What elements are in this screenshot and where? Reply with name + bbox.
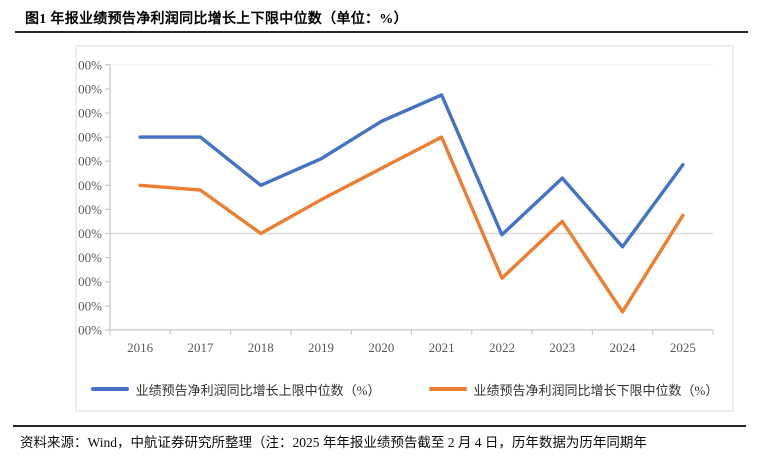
y-tick-label: 60.00% — [77, 81, 102, 96]
legend-item-lower: 业绩预告净利润同比增长下限中位数（%） — [428, 380, 719, 399]
legend-marker-lower — [428, 387, 467, 391]
y-tick-label: -40.00% — [77, 322, 102, 337]
x-tick-label: 2021 — [429, 340, 455, 355]
x-tick-label: 2018 — [248, 340, 274, 355]
x-tick-label: 2023 — [549, 340, 575, 355]
chart-frame: 70.00% 60.00% 50.00% 40.00% 30.00% 20.00% 10.0… — [75, 45, 734, 412]
y-tick-label: 20.00% — [77, 178, 102, 193]
x-tick-label: 2019 — [308, 340, 334, 355]
y-tick-label: 30.00% — [77, 154, 102, 169]
x-tick-label: 2024 — [610, 340, 637, 355]
source-note: 资料来源：Wind，中航证券研究所整理（注：2025 年年报业绩预告截至 2 月… — [20, 435, 647, 450]
legend-item-upper: 业绩预告净利润同比增长上限中位数（%） — [90, 380, 381, 399]
legend-marker-upper — [90, 387, 129, 391]
legend-label-lower: 业绩预告净利润同比增长下限中位数（%） — [473, 382, 719, 398]
source-divider — [13, 425, 746, 427]
x-tick-label: 2016 — [127, 340, 153, 355]
y-tick-label: 40.00% — [77, 130, 102, 145]
x-tick-label: 2025 — [670, 340, 696, 355]
chart-legend: 业绩预告净利润同比增长上限中位数（%） 业绩预告净利润同比增长下限中位数（%） — [77, 378, 732, 400]
figure-title: 图1 年报业绩预告净利润同比增长上下限中位数（单位：%） — [25, 12, 408, 27]
x-tick-label: 2017 — [187, 340, 214, 355]
y-tick-label: 10.00% — [77, 202, 102, 217]
series-line-lower — [138, 135, 685, 314]
x-tick-label: 2020 — [368, 340, 394, 355]
y-tick-label: -10.00% — [77, 250, 102, 265]
y-tick-label: 50.00% — [77, 106, 102, 121]
y-tick-label: -30.00% — [77, 298, 102, 313]
title-divider — [15, 31, 748, 33]
x-tick-label: 2022 — [489, 340, 515, 355]
legend-label-upper: 业绩预告净利润同比增长上限中位数（%） — [135, 382, 381, 398]
y-tick-label: -20.00% — [77, 274, 102, 289]
y-tick-label: 70.00% — [77, 57, 102, 72]
series-line-upper — [138, 93, 685, 249]
line-chart: 70.00% 60.00% 50.00% 40.00% 30.00% 20.00% 10.0… — [77, 57, 714, 355]
y-tick-label: 0.00% — [77, 226, 102, 241]
